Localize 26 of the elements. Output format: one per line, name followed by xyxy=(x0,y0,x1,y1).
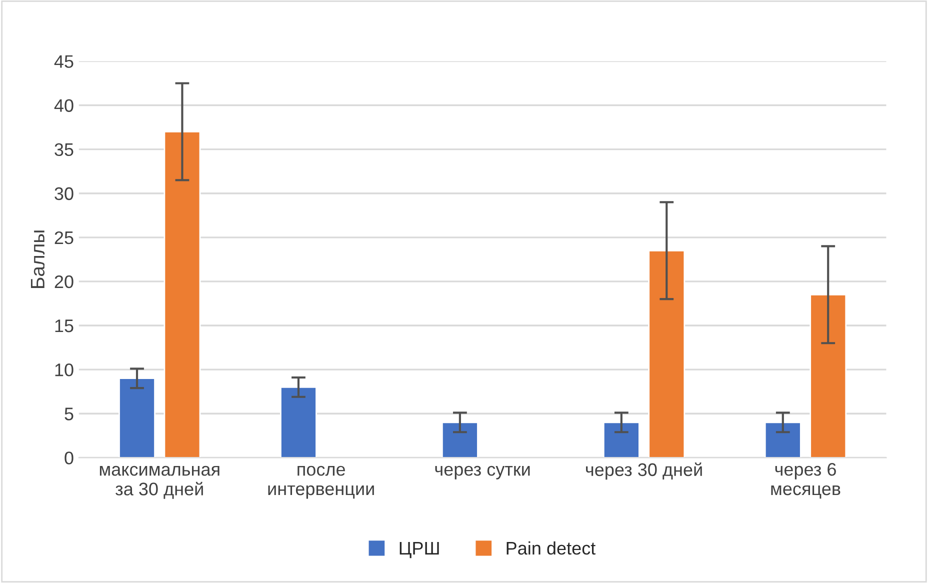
x-tick-label: после интервенции xyxy=(268,466,374,499)
y-tick-label: 5 xyxy=(64,408,74,420)
legend-label: Pain detect xyxy=(506,541,596,555)
y-tick-label: 35 xyxy=(54,143,74,156)
y-tick-label: 30 xyxy=(54,187,74,200)
y-tick-label: 15 xyxy=(55,320,74,332)
y-tick-label: 0 xyxy=(64,452,74,464)
y-tick-label: 40 xyxy=(54,99,74,112)
y-tick-label: 25 xyxy=(54,231,74,244)
bar xyxy=(280,386,317,458)
x-tick-label: через 6 месяцев xyxy=(771,462,840,499)
bar xyxy=(602,422,640,458)
bar xyxy=(441,422,478,458)
bar xyxy=(118,378,156,458)
bar xyxy=(648,250,686,458)
legend-label: ЦРШ xyxy=(400,542,439,558)
bar xyxy=(764,422,802,458)
bar xyxy=(810,294,847,458)
x-tick-label: через сутки xyxy=(435,466,530,480)
x-tick-label: максимальная за 30 дней xyxy=(100,466,220,499)
y-tick-label: 20 xyxy=(54,275,74,288)
x-tick-label: через 30 дней xyxy=(586,462,702,480)
y-tick-label: 45 xyxy=(54,55,74,68)
y-tick-label: 10 xyxy=(55,363,74,376)
bar xyxy=(164,131,201,458)
y-axis-title: Баллы xyxy=(30,230,45,288)
